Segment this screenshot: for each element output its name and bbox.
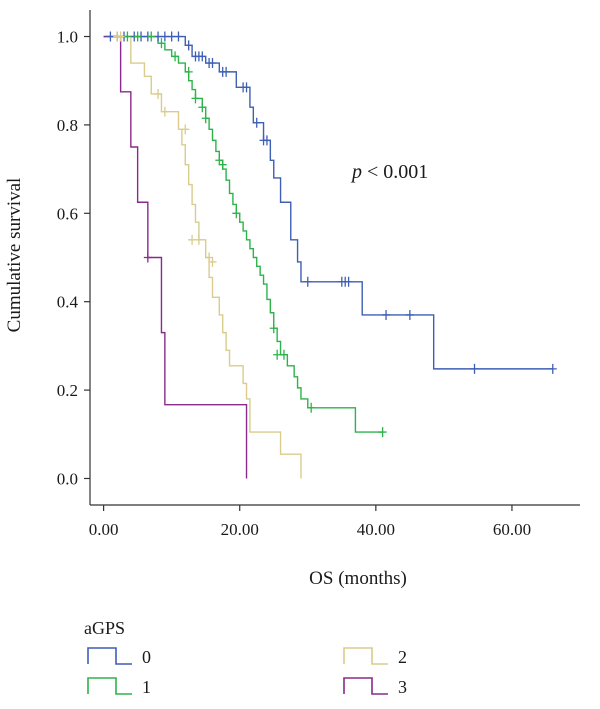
legend-symbol-2 <box>343 647 388 665</box>
legend: aGPS 0 1 2 3 <box>84 618 407 697</box>
censor-mark-3 <box>143 252 152 263</box>
y-axis-label: Cumulative survival <box>4 178 25 333</box>
censor-mark-2 <box>116 31 125 42</box>
censor-mark-0 <box>154 31 163 42</box>
axes: 0.00 20.00 40.00 60.00 0.0 0.2 0.4 0.6 0.8 1.0 <box>57 10 580 539</box>
legend-title: aGPS <box>84 618 125 638</box>
legend-label-3: 3 <box>398 677 407 697</box>
censor-mark-1 <box>171 51 180 62</box>
p-value-annotation: p < 0.001 <box>350 161 428 183</box>
censor-mark-1 <box>198 102 207 113</box>
censor-mark-0 <box>405 309 414 320</box>
legend-label-2: 2 <box>398 647 407 667</box>
censor-mark-1 <box>273 349 282 360</box>
y-tick-label: 0.4 <box>57 293 79 312</box>
censor-mark-2 <box>154 88 163 99</box>
censor-mark-1 <box>191 93 200 104</box>
censor-mark-2 <box>205 252 214 263</box>
series-line-3 <box>103 35 248 479</box>
x-tick-label: 60.00 <box>493 520 531 539</box>
censor-mark-0 <box>174 31 183 42</box>
series-line-2 <box>103 35 302 479</box>
censor-mark-0 <box>470 363 479 374</box>
censor-mark-1 <box>279 349 288 360</box>
censor-layer <box>106 31 557 438</box>
censor-mark-2 <box>194 234 203 245</box>
censor-mark-2 <box>208 256 217 267</box>
legend-label-0: 0 <box>142 647 151 667</box>
censor-mark-0 <box>160 31 169 42</box>
p-value-prefix: p <box>350 161 362 183</box>
censor-mark-1 <box>218 159 227 170</box>
series-layer <box>103 35 553 479</box>
censor-mark-1 <box>232 208 241 219</box>
y-tick-label: 0.2 <box>57 381 78 400</box>
censor-mark-1 <box>123 31 132 42</box>
censor-mark-1 <box>147 31 156 42</box>
censor-mark-0 <box>222 66 231 77</box>
censor-mark-0 <box>303 276 312 287</box>
censor-mark-0 <box>242 82 251 93</box>
censor-mark-1 <box>133 31 142 42</box>
censor-mark-0 <box>252 117 261 128</box>
y-tick-label: 0.6 <box>57 204 78 223</box>
censor-mark-0 <box>382 309 391 320</box>
censor-mark-0 <box>208 58 217 69</box>
censor-mark-1 <box>215 155 224 166</box>
censor-mark-1 <box>201 113 210 124</box>
censor-mark-1 <box>378 427 387 438</box>
censor-mark-2 <box>188 234 197 245</box>
x-axis-label: OS (months) <box>309 568 407 589</box>
censor-mark-2 <box>181 124 190 135</box>
x-tick-label: 40.00 <box>357 520 395 539</box>
censor-mark-1 <box>157 38 166 49</box>
y-tick-label: 0.8 <box>57 116 78 135</box>
x-tick-label: 0.00 <box>89 520 119 539</box>
y-tick-label: 0.0 <box>57 469 78 488</box>
censor-mark-2 <box>160 106 169 117</box>
censor-mark-0 <box>167 31 176 42</box>
censor-mark-0 <box>106 31 115 42</box>
censor-mark-1 <box>269 323 278 334</box>
x-tick-label: 20.00 <box>221 520 259 539</box>
series-line-0 <box>103 35 553 370</box>
censor-mark-0 <box>548 363 557 374</box>
legend-symbol-0 <box>87 647 132 665</box>
censor-mark-1 <box>307 402 316 413</box>
censor-mark-0 <box>262 135 271 146</box>
censor-mark-0 <box>344 276 353 287</box>
legend-symbol-3 <box>343 677 388 695</box>
p-value-text: < 0.001 <box>362 161 428 183</box>
censor-mark-1 <box>184 66 193 77</box>
censor-mark-0 <box>184 40 193 51</box>
censor-mark-0 <box>198 51 207 62</box>
y-tick-label: 1.0 <box>57 28 78 47</box>
legend-label-1: 1 <box>142 677 151 697</box>
legend-symbol-1 <box>87 677 132 695</box>
